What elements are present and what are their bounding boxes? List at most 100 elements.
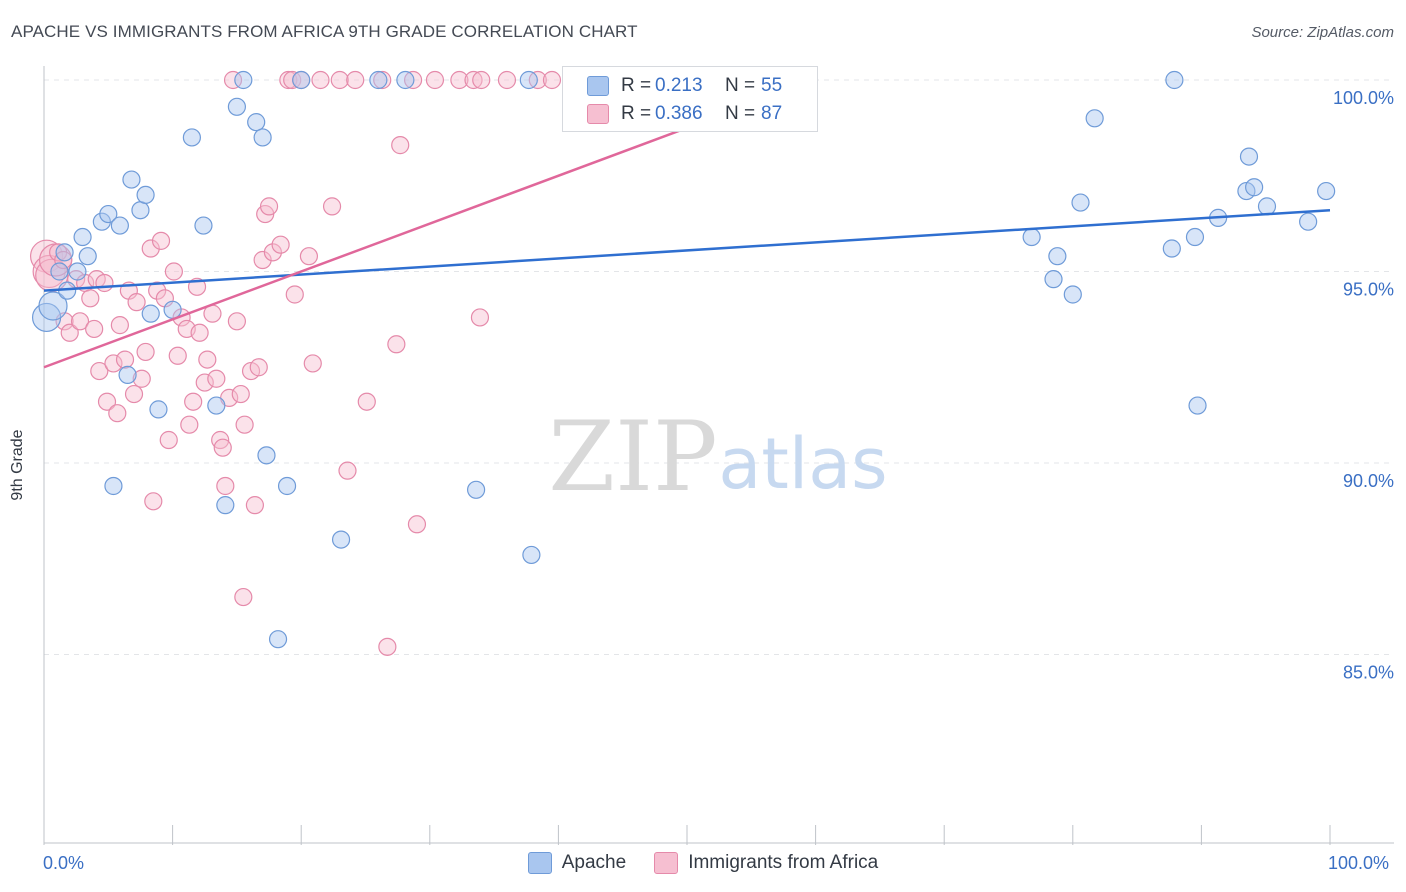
- r-label: R =: [621, 103, 652, 124]
- apache-point: [466, 480, 486, 499]
- africa-point: [497, 70, 517, 90]
- apache-point: [1022, 227, 1041, 247]
- africa-point: [253, 250, 272, 270]
- r-label: R =: [621, 75, 652, 96]
- apache-legend-swatch: [527, 852, 552, 874]
- series-legend: Apache Immigrants from Africa: [0, 852, 1406, 874]
- africa-point: [338, 461, 357, 480]
- africa-point: [357, 392, 376, 411]
- apache-point: [136, 185, 155, 204]
- apache-point: [141, 304, 160, 323]
- apache-point: [118, 365, 137, 385]
- africa-point: [144, 492, 163, 511]
- africa-point: [450, 70, 469, 90]
- apache-point: [1162, 239, 1181, 258]
- africa-point: [407, 515, 427, 534]
- apache-point: [99, 204, 118, 224]
- africa-point: [168, 346, 187, 365]
- africa-point: [472, 70, 491, 90]
- apache-r-value: 0.213: [655, 75, 703, 96]
- apache-point: [149, 400, 168, 419]
- africa-point: [54, 250, 73, 270]
- apache-point: [1063, 285, 1082, 304]
- apache-point: [50, 262, 69, 281]
- africa-point: [159, 430, 178, 450]
- apache-point: [1317, 181, 1336, 201]
- africa-point: [464, 70, 483, 90]
- africa-point: [136, 342, 155, 362]
- apache-point: [519, 70, 538, 90]
- africa-point: [223, 70, 243, 90]
- apache-point: [163, 300, 182, 319]
- africa-point: [373, 70, 392, 90]
- africa-point: [235, 415, 254, 434]
- apache-point: [55, 243, 74, 262]
- africa-point: [391, 136, 410, 155]
- n-label: N =: [725, 103, 756, 124]
- africa-legend-swatch: [654, 852, 679, 874]
- africa-legend-label: Immigrants from Africa: [688, 852, 879, 873]
- legend-item-apache[interactable]: Apache: [527, 852, 627, 874]
- apache-point: [182, 128, 201, 147]
- y-tick-label: 85.0%: [1343, 663, 1394, 683]
- apache-point: [1239, 147, 1259, 166]
- africa-point: [299, 247, 319, 266]
- apache-point: [1257, 197, 1277, 216]
- africa-point: [141, 239, 160, 258]
- apache-point: [122, 170, 141, 189]
- africa-point: [249, 358, 268, 377]
- apache-point: [369, 70, 388, 90]
- africa-n-value: 87: [761, 103, 783, 124]
- x-tick-label-min: 0.0%: [43, 853, 85, 873]
- africa-point: [213, 438, 232, 457]
- africa-r-value: 0.386: [655, 103, 703, 124]
- apache-point: [1071, 193, 1090, 212]
- africa-point: [70, 312, 90, 331]
- africa-point: [198, 350, 217, 369]
- africa-point: [259, 197, 279, 216]
- apache-point: [207, 396, 226, 415]
- apache-point: [1165, 70, 1184, 90]
- africa-point: [285, 285, 304, 304]
- apache-point: [110, 216, 129, 235]
- africa-point: [184, 392, 203, 411]
- y-tick-labels: 85.0% 90.0% 95.0% 100.0%: [1333, 88, 1394, 683]
- y-tick-label: 100.0%: [1333, 88, 1394, 108]
- apache-point: [268, 630, 288, 649]
- apache-point: [257, 446, 276, 465]
- chart-title: APACHE VS IMMIGRANTS FROM AFRICA 9TH GRA…: [11, 22, 638, 41]
- apache-point: [73, 227, 92, 247]
- africa-point: [216, 476, 235, 496]
- apache-point: [1085, 109, 1104, 128]
- apache-point: [234, 70, 253, 90]
- apache-swatch: [587, 76, 609, 96]
- apache-n-value: 55: [761, 75, 783, 96]
- apache-point: [216, 496, 235, 515]
- legend-row-africa: R = 0.386 N = 87: [587, 102, 782, 126]
- africa-point: [271, 235, 290, 254]
- y-axis-label: 9th Grade: [9, 429, 26, 501]
- n-label: N =: [725, 75, 756, 96]
- watermark: ZIP atlas: [548, 401, 887, 513]
- africa-point: [97, 392, 117, 411]
- apache-point: [1185, 227, 1205, 247]
- axes: [43, 66, 1394, 845]
- source-credit: Source: ZipAtlas.com: [1251, 24, 1394, 41]
- apache-point: [331, 530, 351, 549]
- apache-legend-label: Apache: [561, 852, 627, 873]
- africa-point: [542, 70, 562, 90]
- africa-point: [403, 70, 423, 90]
- africa-point: [195, 373, 214, 392]
- apache-point: [194, 216, 213, 235]
- correlation-legend: R = 0.213 N = 55 R = 0.386 N = 87: [562, 66, 818, 132]
- apache-point: [104, 476, 123, 496]
- africa-point: [470, 308, 490, 327]
- legend-item-africa[interactable]: Immigrants from Africa: [654, 852, 878, 874]
- apache-point: [68, 262, 87, 281]
- legend-row-apache: R = 0.213 N = 55: [587, 74, 782, 98]
- africa-point: [90, 361, 109, 381]
- watermark-zip: ZIP: [548, 401, 717, 513]
- africa-point: [387, 335, 406, 354]
- africa-point: [207, 369, 226, 388]
